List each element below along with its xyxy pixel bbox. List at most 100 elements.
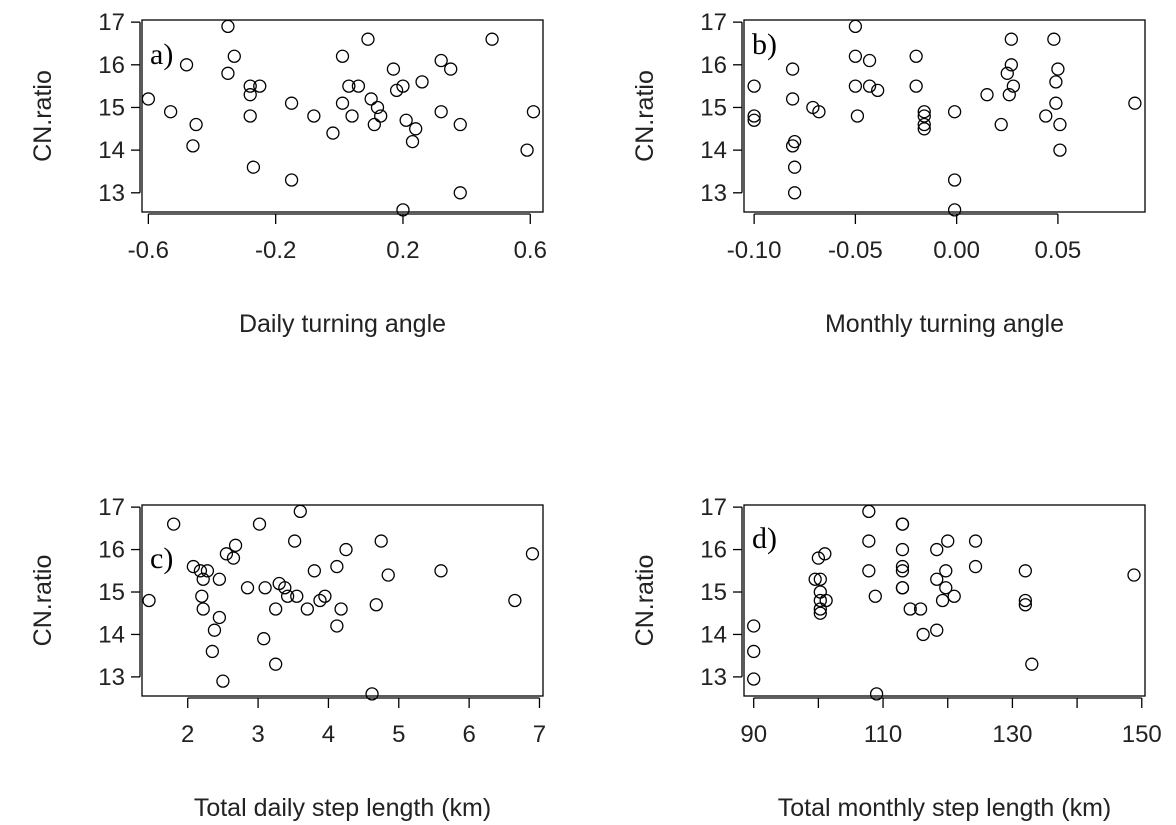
data-point [1049,75,1063,89]
data-point [485,32,499,46]
data-point [300,602,314,616]
data-point [917,105,931,119]
data-point [195,589,209,603]
data-point [227,49,241,63]
y-axis-label: CN.ratio [631,555,659,647]
y-axis-label: CN.ratio [29,70,57,162]
data-point [240,581,255,595]
data-point [405,134,420,149]
data-point [903,602,917,616]
x-tick-label: 6 [462,721,475,748]
data-point [396,79,410,93]
data-point [895,581,910,595]
data-point [243,109,257,123]
data-point [813,572,827,586]
data-point [787,160,802,174]
data-point [747,619,761,633]
data-point [141,92,156,106]
data-point [342,79,356,93]
data-point [909,49,923,63]
data-point [1127,568,1141,582]
data-point [396,203,410,217]
plot-box [141,504,544,697]
data-point [812,105,826,119]
y-tick-label: 13 [98,180,125,207]
y-axis-label: CN.ratio [631,70,659,162]
data-point [895,559,910,574]
data-point [930,623,944,637]
data-point [278,581,292,595]
data-point [252,517,267,531]
data-point [269,657,283,671]
data-point [189,117,203,132]
data-point [196,602,210,616]
data-point [293,504,307,519]
data-point [288,534,302,548]
panel-tag: b) [752,28,777,61]
y-tick-label: 14 [700,621,727,648]
data-point [916,627,930,642]
data-point [335,49,350,63]
data-point [212,572,227,586]
data-point [525,547,540,561]
data-point [364,92,378,106]
data-point [819,593,833,608]
data-point [374,109,388,123]
data-point [207,623,222,637]
x-tick-label: 130 [992,721,1032,748]
y-tick-label: 13 [98,664,125,691]
data-point [226,551,241,565]
y-tick-label: 15 [98,579,125,606]
data-point [1018,564,1032,578]
panel-tag: d) [752,522,777,555]
x-tick-label: -0.6 [128,237,169,264]
data-point [980,88,994,102]
data-point [179,58,194,72]
data-point [862,79,877,93]
data-point [351,79,366,93]
data-point [1004,32,1018,46]
data-point [307,564,322,578]
x-tick-label: 2 [181,721,194,748]
data-point [374,534,388,548]
data-point [284,96,299,110]
data-point [1000,66,1014,80]
data-point [917,122,931,136]
data-point [193,564,208,578]
data-point [163,105,178,119]
y-tick-label: 17 [98,494,125,521]
data-point [994,117,1008,132]
data-point [930,572,944,586]
data-point [216,674,230,688]
data-point [200,564,215,578]
data-point [334,602,348,616]
x-tick-label: 150 [1122,721,1162,748]
data-point [280,589,295,603]
data-point [747,109,761,123]
x-tick-label: 3 [251,721,264,748]
x-tick-label: -0.05 [828,237,883,264]
data-point [913,602,928,616]
data-point [167,517,181,531]
data-point [399,113,413,127]
data-point [1018,598,1032,612]
x-tick-label: 110 [864,721,902,748]
data-point [811,551,826,565]
data-point [269,602,283,616]
data-point [1128,96,1142,110]
data-point [1018,593,1032,608]
y-tick-label: 16 [98,537,125,564]
data-point [434,53,448,68]
data-point [258,581,272,595]
data-point [345,109,359,123]
data-point [415,75,429,89]
x-axis-label: Daily turning angle [239,310,446,338]
x-tick-label: 0.00 [933,237,980,264]
data-point [939,581,953,595]
data-point [947,589,961,603]
data-point [1053,117,1067,132]
y-tick-label: 13 [700,664,727,691]
data-point [335,96,350,110]
y-tick-label: 15 [700,579,727,606]
